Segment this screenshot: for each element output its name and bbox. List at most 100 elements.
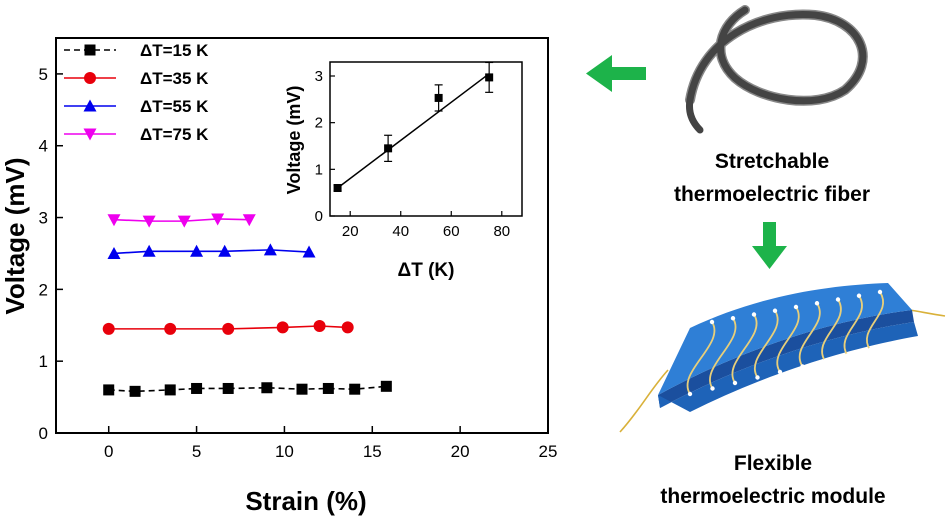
module-substrate-front xyxy=(658,322,918,412)
module-contact-dot xyxy=(877,289,883,295)
inset-point xyxy=(485,73,494,82)
legend-marker-3 xyxy=(83,128,97,141)
main-x-axis-label: Strain (%) xyxy=(245,486,366,516)
legend-marker-2 xyxy=(83,99,97,112)
main-x-tick-label: 10 xyxy=(275,442,294,461)
legend-label-1: ΔT=35 K xyxy=(140,69,209,88)
main-y-tick-label: 3 xyxy=(39,209,48,228)
module-substrate-side xyxy=(658,310,914,408)
series-0-point xyxy=(296,383,308,395)
inset-y-tick-label: 3 xyxy=(315,68,323,85)
legend-label-0: ΔT=15 K xyxy=(140,41,209,60)
inset-x-tick-label: 40 xyxy=(392,223,409,240)
arrow-left-icon xyxy=(586,55,646,92)
inset-plot-frame xyxy=(329,61,523,217)
module-contact-dot xyxy=(867,347,873,353)
legend-label-2: ΔT=55 K xyxy=(140,97,209,116)
inset-y-tick-label: 2 xyxy=(315,115,323,132)
module-contact-dot xyxy=(710,386,715,391)
module-leg xyxy=(731,314,758,384)
series-0-point xyxy=(191,382,203,394)
series-1-point xyxy=(341,321,354,334)
main-plot-frame xyxy=(55,37,549,434)
module-contact-dot xyxy=(835,297,841,302)
series-1-point xyxy=(102,322,115,335)
series-1-point xyxy=(276,321,289,334)
fiber-tail xyxy=(686,96,704,134)
module-contact-dot xyxy=(856,293,862,298)
inset-x-axis-label: ΔT (K) xyxy=(398,260,455,281)
module-contact-dot xyxy=(800,364,805,369)
module-contact-dot xyxy=(822,358,828,364)
module-contact-dot xyxy=(772,308,778,313)
inset-x-tick-label: 60 xyxy=(443,223,460,240)
main-legend: ΔT=15 K ΔT=35 K ΔT=55 K ΔT=75 K xyxy=(64,41,209,144)
module-thermoelectric-legs xyxy=(686,289,884,397)
module-contact-dot xyxy=(793,304,799,310)
inset-y-axis-label: Voltage (mV) xyxy=(284,86,304,195)
legend-marker-1 xyxy=(84,72,96,84)
module-lead-wire-right xyxy=(909,309,946,317)
inset-axis-ticks: 20 40 60 80 0 1 2 3 xyxy=(315,68,510,240)
series-2-point xyxy=(302,245,316,258)
legend-label-3: ΔT=75 K xyxy=(140,125,209,144)
series-3-point xyxy=(142,215,156,228)
series-3-point xyxy=(242,214,256,227)
main-y-tick-label: 2 xyxy=(39,280,48,299)
module-contact-dot xyxy=(751,312,757,317)
module-leg xyxy=(843,295,863,356)
main-y-tick-label: 1 xyxy=(39,352,48,371)
thermoelectric-module-illustration xyxy=(619,283,946,433)
module-leg xyxy=(866,291,884,351)
module-leg xyxy=(709,317,737,389)
module-leg xyxy=(776,306,800,373)
series-0-point xyxy=(103,384,115,396)
series-0-point xyxy=(380,380,392,392)
series-2-point xyxy=(142,244,156,257)
module-contact-dot xyxy=(709,319,715,325)
fiber-coil xyxy=(686,6,867,105)
main-x-tick-label: 25 xyxy=(539,442,558,461)
series-0-point xyxy=(129,385,141,397)
main-y-tick-label: 5 xyxy=(39,65,48,84)
module-leg xyxy=(821,299,842,362)
inset-x-tick-label: 20 xyxy=(342,223,359,240)
series-2-point xyxy=(107,246,121,259)
module-lead-wire-left xyxy=(619,369,669,433)
fiber-caption-line-2: thermoelectric fiber xyxy=(674,183,870,206)
series-0-point xyxy=(261,382,273,394)
series-1-point xyxy=(222,322,235,335)
series-line-0 xyxy=(108,385,387,393)
module-contact-dot xyxy=(755,375,760,380)
series-0-point xyxy=(322,382,334,394)
main-series-group xyxy=(102,213,392,397)
inset-y-tick-label: 0 xyxy=(315,208,323,225)
fiber-caption-line-1: Stretchable xyxy=(715,150,829,173)
inset-point xyxy=(384,144,393,153)
module-substrate-top xyxy=(658,283,912,395)
series-1-point xyxy=(164,322,177,335)
series-0-point xyxy=(349,383,361,395)
series-0-point xyxy=(164,384,176,396)
arrow-down-icon xyxy=(752,222,787,269)
main-x-tick-label: 20 xyxy=(451,442,470,461)
module-caption-line-2: thermoelectric module xyxy=(660,485,885,508)
main-y-axis-label: Voltage (mV) xyxy=(0,158,30,315)
inset-data-group xyxy=(333,61,494,192)
module-contact-dot xyxy=(730,316,736,321)
thermoelectric-fiber-illustration xyxy=(685,5,868,134)
inset-y-tick-label: 1 xyxy=(315,161,323,178)
module-caption-line-1: Flexible xyxy=(734,452,812,475)
module-contact-dot xyxy=(814,301,820,306)
module-contact-dot xyxy=(732,380,738,386)
series-2-point xyxy=(190,244,204,257)
main-y-tick-label: 0 xyxy=(39,424,48,443)
main-y-tick-label: 4 xyxy=(39,137,48,156)
main-x-tick-label: 5 xyxy=(192,442,201,461)
module-leg xyxy=(686,321,716,395)
main-x-tick-label: 0 xyxy=(104,442,113,461)
series-line-2 xyxy=(113,249,310,255)
